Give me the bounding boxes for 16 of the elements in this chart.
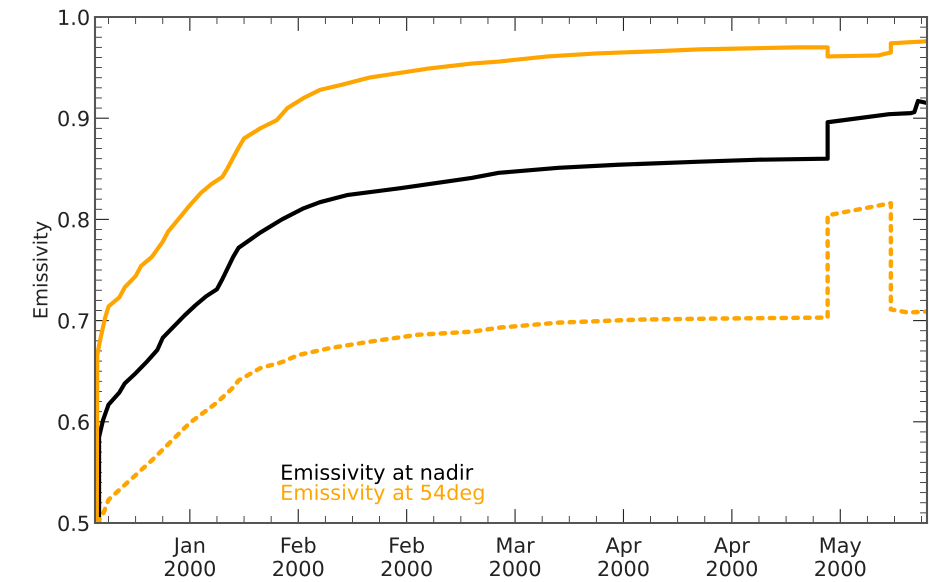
y-tick-label: 0.6 (58, 414, 89, 430)
x-tick-label: Apr 2000 (598, 538, 649, 576)
text: Emissivity at 54deg (282, 484, 484, 504)
text: Emissivity at nadir (282, 464, 474, 484)
y-tick-label: 0.5 (58, 515, 88, 532)
x-tick-label: Mar 2000 (490, 538, 540, 576)
y-tick-label: 0.8 (58, 212, 89, 228)
y-tick-label: 1.0 (59, 9, 89, 26)
x-tick-label: May 2000 (815, 538, 866, 576)
x-tick-label: Jan 2000 (164, 538, 215, 576)
y-axis-title: Emissivity (32, 221, 52, 318)
x-tick-label: Feb 2000 (273, 536, 324, 576)
x-tick-label: Feb 2000 (382, 536, 432, 576)
y-tick-label: 0.7 (58, 313, 88, 329)
x-tick-label: Apr 2000 (706, 538, 757, 576)
y-tick-label: 0.9 (58, 110, 89, 126)
